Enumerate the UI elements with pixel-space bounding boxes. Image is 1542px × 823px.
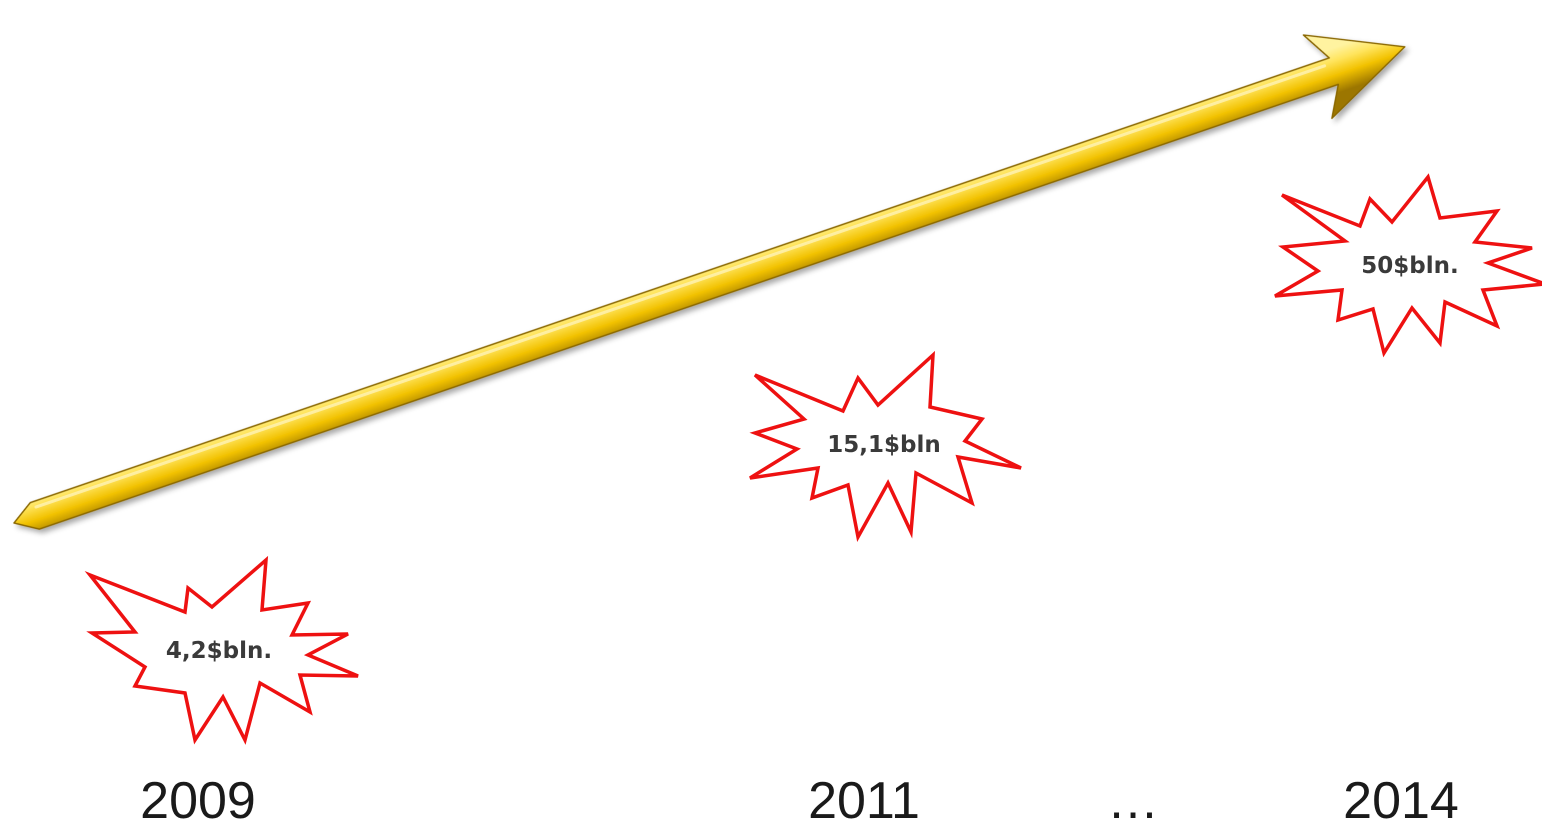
year-label-ellipsis: …	[1107, 772, 1159, 823]
explosion-burst-icon	[1274, 173, 1542, 358]
value-label-2011: 15,1$bln	[827, 432, 940, 458]
year-label-2011: 2011	[808, 772, 920, 823]
value-label-2014: 50$bln.	[1361, 253, 1458, 279]
value-burst-2009: 4,2$bln.	[84, 555, 359, 745]
explosion-burst-icon	[749, 350, 1022, 543]
value-label-2009: 4,2$bln.	[166, 638, 272, 664]
explosion-burst-icon	[84, 555, 359, 745]
year-label-2014: 2014	[1343, 772, 1459, 823]
year-label-2009: 2009	[140, 772, 256, 823]
value-burst-2011: 15,1$bln	[749, 350, 1022, 543]
value-burst-2014: 50$bln.	[1274, 173, 1542, 358]
trend-arrow-icon	[13, 34, 1406, 530]
